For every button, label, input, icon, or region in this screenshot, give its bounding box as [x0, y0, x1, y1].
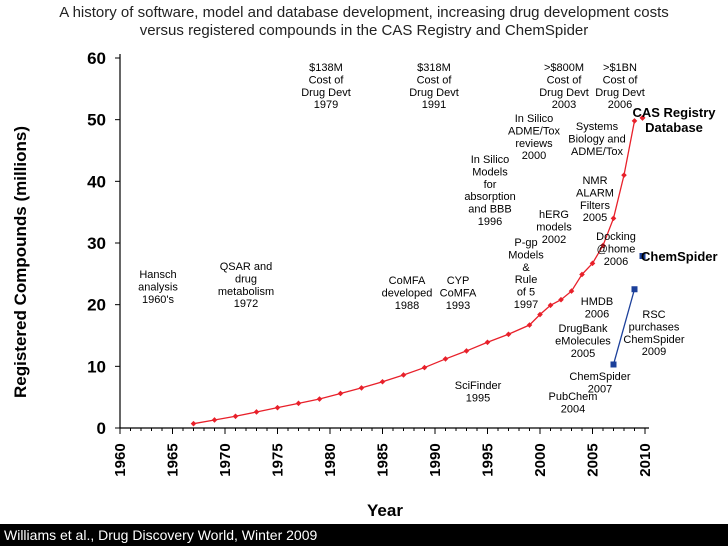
y-tick-label: 10: [87, 357, 106, 376]
annotation: In Silico ADME/Tox reviews 2000: [508, 113, 560, 162]
y-tick-label: 50: [87, 111, 106, 130]
cas-data-point: [537, 311, 543, 318]
cas-data-point: [190, 420, 197, 427]
y-axis-label: Registered Compounds (millions): [11, 126, 30, 398]
cas-data-point: [589, 260, 596, 267]
x-tick-label: 2005: [585, 443, 602, 476]
cas-data-point: [253, 409, 260, 415]
cas-data-point: [379, 378, 386, 385]
annotation: P-gp Models & Rule of 5 1997: [508, 237, 544, 311]
annotation: Docking @home 2006: [596, 231, 636, 268]
annotation: CYP CoMFA 1993: [440, 275, 477, 312]
cas-data-point: [631, 118, 638, 124]
annotation: NMR ALARM Filters 2005: [576, 175, 614, 224]
annotation: DrugBank eMolecules 2005: [555, 323, 611, 360]
annotation: Systems Biology and ADME/Tox: [568, 121, 626, 158]
cas-data-point: [442, 356, 449, 362]
cas-data-point: [400, 372, 407, 378]
x-tick-label: 2000: [532, 443, 549, 476]
annotation: ChemSpider 2007: [569, 371, 630, 395]
cas-data-point: [337, 390, 344, 397]
y-tick-label: 30: [87, 234, 106, 253]
cas-data-point: [526, 322, 533, 328]
annotation: HMDB 2006: [581, 296, 613, 320]
cas-registry-label: CAS Registry Database: [632, 105, 716, 135]
y-tick-label: 0: [97, 419, 106, 438]
x-tick-label: 2010: [637, 443, 654, 476]
cas-data-point: [463, 348, 470, 354]
cas-data-point: [316, 396, 323, 402]
chemspider-legend-marker: [639, 253, 646, 259]
annotation: Hansch analysis 1960's: [138, 269, 178, 306]
chemspider-line: [612, 289, 636, 365]
chemspider-data-point: [631, 286, 638, 293]
cas-data-point: [600, 242, 606, 249]
cas-data-point: [568, 288, 575, 294]
annotation: $318M Cost of Drug Devt 1991: [409, 62, 459, 111]
cas-data-point: [579, 271, 585, 278]
cas-data-point: [610, 215, 617, 222]
cas-legend-marker: [639, 114, 646, 121]
annotation: CoMFA developed 1988: [382, 275, 433, 312]
y-tick-label: 60: [87, 49, 106, 68]
cas-data-point: [421, 364, 428, 371]
cas-data-point: [274, 404, 281, 411]
cas-data-point: [295, 400, 302, 407]
y-tick-label: 20: [87, 296, 106, 315]
annotation: >$800M Cost of Drug Devt 2003: [539, 62, 589, 111]
annotation: SciFinder 1995: [455, 380, 502, 404]
x-tick-label: 1975: [270, 443, 287, 476]
chart-title: A history of software, model and databas…: [59, 4, 669, 39]
x-tick-label: 1980: [322, 443, 339, 476]
annotation: PubChem 2004: [549, 391, 598, 415]
chemspider-label: ChemSpider: [641, 249, 718, 264]
x-axis-label: Year: [367, 501, 403, 520]
cas-data-point: [211, 417, 218, 423]
x-tick-label: 1970: [217, 443, 234, 476]
citation-footer: Williams et al., Drug Discovery World, W…: [0, 524, 728, 546]
cas-data-point: [558, 296, 564, 303]
annotation: RSC purchases ChemSpider 2009: [623, 309, 684, 358]
x-tick-label: 1985: [375, 443, 392, 476]
x-tick-label: 1995: [480, 443, 497, 476]
cas-data-point: [358, 385, 365, 391]
annotation: QSAR and drug metabolism 1972: [218, 261, 274, 310]
annotation: >$1BN Cost of Drug Devt 2006: [595, 62, 645, 111]
x-tick-label: 1960: [112, 443, 129, 476]
annotation: $138M Cost of Drug Devt 1979: [301, 62, 351, 111]
cas-data-point: [505, 331, 512, 338]
x-tick-label: 1990: [427, 443, 444, 476]
chemspider-data-point: [610, 361, 617, 368]
cas-data-point: [232, 413, 239, 420]
cas-data-point: [484, 339, 491, 346]
cas-data-point: [547, 302, 554, 309]
cas-data-point: [621, 172, 627, 178]
annotation: hERG models 2002: [536, 209, 572, 246]
annotation: In Silico Models for absorption and BBB 1996: [464, 154, 515, 228]
x-tick-label: 1965: [165, 443, 182, 476]
y-tick-label: 40: [87, 172, 106, 191]
